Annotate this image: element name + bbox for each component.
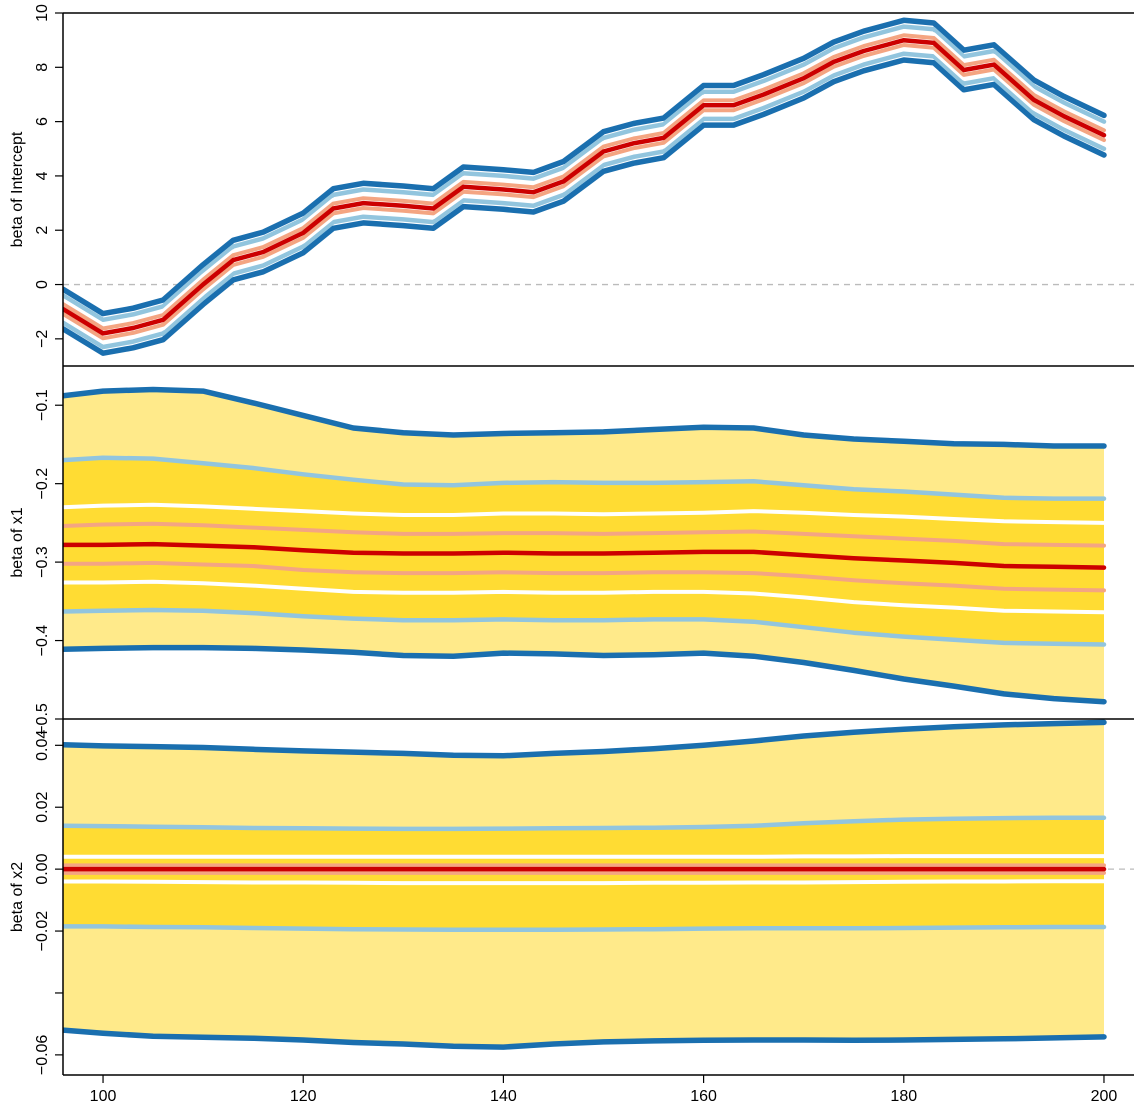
x-tick-label: 180 [890, 1088, 917, 1105]
panel-plot-area [63, 719, 1134, 1050]
quantile-99-line [63, 17, 1107, 317]
quantile-25-line [63, 43, 1106, 341]
quantile-95-line [63, 24, 1107, 323]
y-tick-label: −0.5 [34, 703, 51, 735]
x-tick-label: 160 [690, 1088, 717, 1105]
band-inner [63, 457, 1104, 645]
y-tick-label: −0.1 [34, 389, 51, 421]
y-tick-label: 10 [34, 4, 51, 22]
y-tick-label: 8 [34, 63, 51, 72]
y-tick-label: 4 [34, 171, 51, 180]
quantile-95-line [63, 815, 1107, 832]
quantile-01-line [63, 57, 1107, 356]
y-tick-label: −2 [34, 330, 51, 348]
y-tick-label: −0.4 [34, 625, 51, 657]
y-axis-label: beta of x1 [9, 507, 26, 577]
panel-plot-area [63, 386, 1107, 705]
quantile-05-line [63, 51, 1107, 350]
quantile-85-line [63, 502, 1106, 525]
y-tick-label: 2 [34, 226, 51, 235]
quantile-01-line [63, 1027, 1107, 1050]
quantile-75-line [63, 33, 1106, 331]
quantile-85-line [63, 854, 1106, 859]
x-tick-label: 100 [90, 1088, 117, 1105]
x-tick-label: 120 [290, 1088, 317, 1105]
panel-1: −2 0 2 4 6 8 10 beta of Intercept [9, 4, 1134, 366]
quantile-75-line [63, 521, 1106, 548]
y-tick-label: 0.02 [34, 792, 51, 823]
quantile-05-line [63, 607, 1107, 647]
y-tick-label: −0.3 [34, 546, 51, 578]
y-tick-label: −0.02 [34, 911, 51, 952]
panel-plot-area [63, 17, 1134, 356]
quantile-99-line [63, 719, 1107, 759]
x-tick-label: 200 [1091, 1088, 1118, 1105]
median-line [63, 541, 1107, 570]
quantile-95-line [63, 455, 1107, 501]
quantile-01-line [63, 644, 1107, 705]
quantile-85-line [63, 29, 1106, 327]
y-tick-label: −0.06 [34, 1035, 51, 1076]
y-axis-label: beta of x2 [9, 862, 26, 932]
quantile-05-line [63, 924, 1107, 933]
quantile-15-line [63, 879, 1106, 886]
quantile-15-line [63, 579, 1106, 615]
quantile-15-line [63, 46, 1106, 345]
panel-3: −0.06 −0.02 0.00 0.02 0.04 beta of x2 [9, 718, 1134, 1076]
y-tick-label: 0 [34, 280, 51, 289]
y-tick-label: 0.00 [34, 853, 51, 884]
x-tick-label: 140 [490, 1088, 517, 1105]
y-axis-label: beta of Intercept [9, 131, 26, 247]
y-tick-label: −0.2 [34, 468, 51, 500]
y-tick-label: 6 [34, 117, 51, 126]
quantile-99-line [63, 386, 1107, 449]
quantile-25-line [63, 560, 1106, 593]
median-line [63, 37, 1107, 336]
panel-2: −0.5 −0.4 −0.3 −0.2 −0.1 beta of x1 [9, 365, 1134, 735]
y-tick-label: 0.04 [34, 730, 51, 761]
